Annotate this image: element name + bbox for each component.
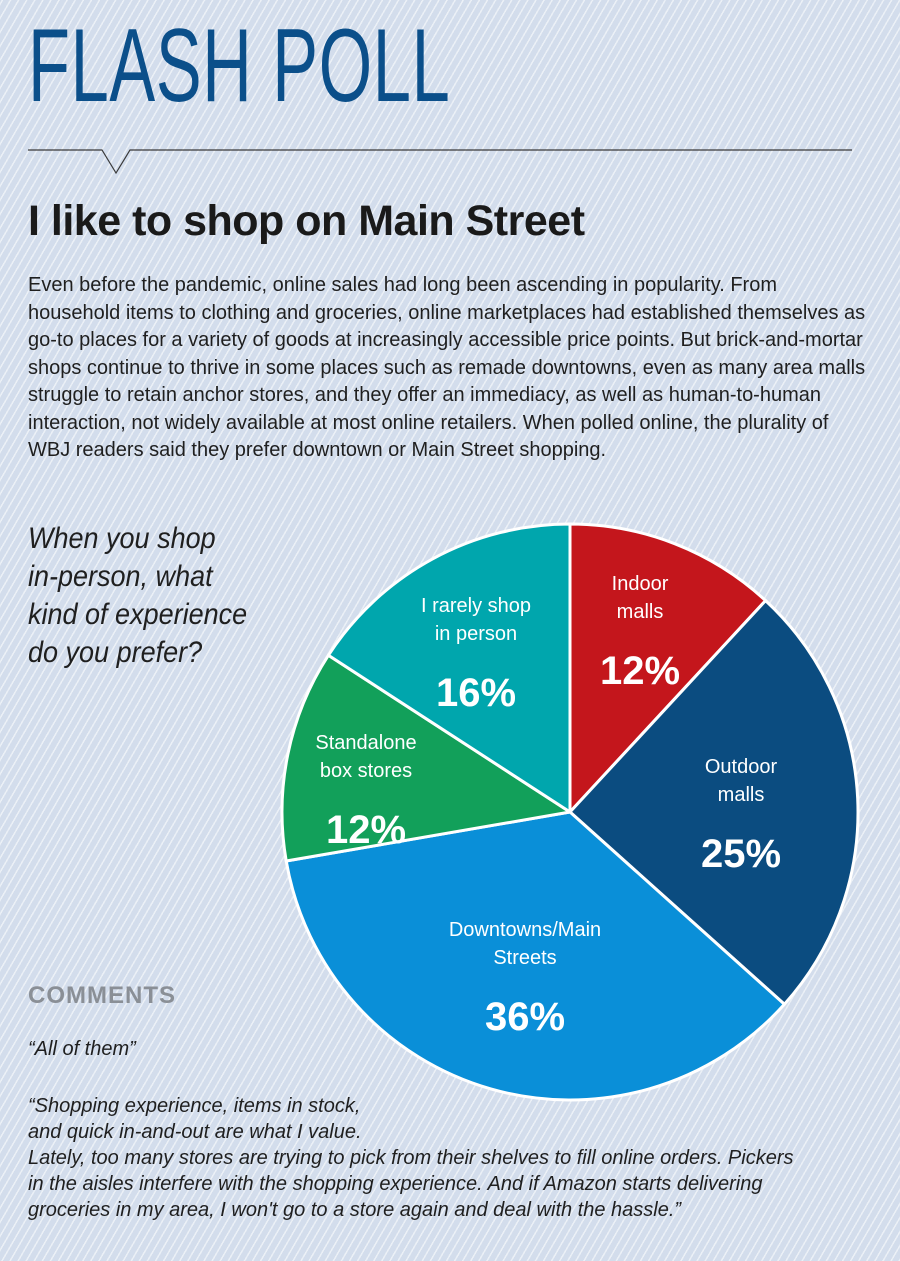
poll-question: When you shop in-person, what kind of ex… [28, 520, 253, 672]
slice-value-label: 12% [600, 649, 680, 693]
pie-slice [568, 522, 768, 814]
comment-line: “Shopping experience, items in stock, [28, 1095, 361, 1117]
poll-question-line: do you prefer? [28, 636, 203, 669]
comment-line: groceries in my area, I won't go to a st… [28, 1199, 682, 1221]
slice-label: malls [617, 601, 664, 623]
comment: “All of them” [28, 1038, 136, 1060]
comment-line: Lately, too many stores are trying to pi… [28, 1147, 794, 1169]
slice-value-label: 25% [701, 832, 781, 876]
pie-slice [568, 599, 860, 1006]
section-title: FLASH POLL [28, 8, 451, 124]
slice-label: malls [718, 784, 765, 806]
poll-question-line: When you shop [28, 522, 216, 555]
pie-slice [280, 653, 572, 863]
slice-label: in person [435, 623, 517, 645]
comment-line: and quick in-and-out are what I value. [28, 1121, 362, 1143]
slice-value-label: 16% [436, 671, 516, 715]
comment: “Shopping experience, items in stock, an… [28, 1093, 878, 1223]
slice-label: Outdoor [705, 756, 778, 778]
slice-label: Standalone [315, 732, 416, 754]
slice-label: Downtowns/Main [449, 919, 601, 941]
slice-label: Streets [493, 947, 556, 969]
intro-paragraph: Even before the pandemic, online sales h… [28, 274, 866, 461]
slice-label: box stores [320, 760, 412, 782]
comment-line: in the aisles interfere with the shoppin… [28, 1173, 763, 1195]
pie-slice [284, 810, 786, 1102]
slice-value-label: 36% [485, 995, 565, 1039]
slice-label: Indoor [612, 573, 669, 595]
slice-value-label: 12% [326, 808, 406, 852]
poll-question-line: kind of experience [28, 598, 248, 631]
headline: I like to shop on Main Street [28, 197, 585, 245]
pie-slice [326, 522, 572, 814]
comments-heading: COMMENTS [28, 982, 176, 1009]
title-divider [28, 149, 852, 175]
poll-question-line: in-person, what [28, 560, 213, 593]
slice-label: I rarely shop [421, 595, 531, 617]
